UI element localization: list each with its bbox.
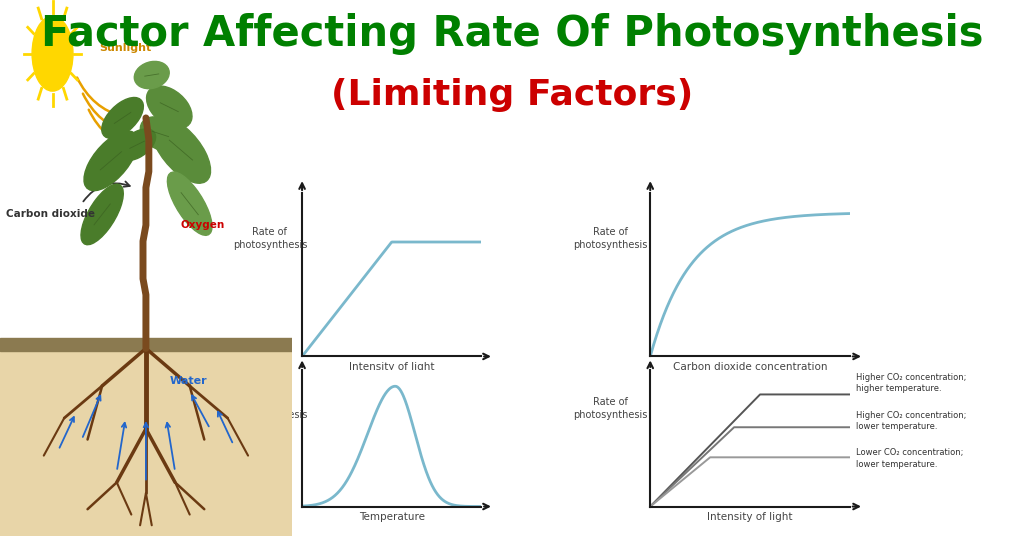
Text: Rate of
photosynthesis: Rate of photosynthesis [232, 397, 307, 420]
Text: Rate of
photosynthesis: Rate of photosynthesis [573, 227, 647, 250]
Text: Oxygen: Oxygen [181, 220, 225, 230]
Ellipse shape [152, 117, 211, 183]
Ellipse shape [146, 86, 191, 129]
Text: Lower CO₂ concentration;
lower temperature.: Lower CO₂ concentration; lower temperatu… [856, 448, 964, 468]
Text: Higher CO₂ concentration;
lower temperature.: Higher CO₂ concentration; lower temperat… [856, 411, 967, 431]
X-axis label: Carbon dioxide concentration: Carbon dioxide concentration [673, 362, 827, 372]
Text: Water: Water [169, 376, 207, 385]
X-axis label: Temperature: Temperature [358, 512, 425, 522]
Bar [0, 343, 292, 536]
Ellipse shape [81, 184, 123, 245]
Text: Rate of
photosynthesis: Rate of photosynthesis [232, 227, 307, 250]
Ellipse shape [84, 131, 138, 191]
Text: Rate of
photosynthesis: Rate of photosynthesis [573, 397, 647, 420]
Text: Higher CO₂ concentration;
higher temperature.: Higher CO₂ concentration; higher tempera… [856, 373, 967, 393]
Circle shape [32, 16, 73, 91]
Text: (Limiting Factors): (Limiting Factors) [331, 78, 693, 111]
Ellipse shape [101, 98, 143, 138]
Ellipse shape [119, 129, 156, 160]
X-axis label: Intensity of light: Intensity of light [708, 512, 793, 522]
X-axis label: Intensity of light: Intensity of light [349, 362, 434, 372]
Text: Factor Affecting Rate Of Photosynthesis: Factor Affecting Rate Of Photosynthesis [41, 13, 983, 55]
Text: Carbon dioxide: Carbon dioxide [6, 210, 95, 219]
Ellipse shape [140, 117, 180, 151]
Ellipse shape [167, 172, 212, 235]
Bar [0, 338, 292, 351]
Text: Sunlight: Sunlight [99, 43, 152, 53]
Ellipse shape [134, 62, 169, 88]
